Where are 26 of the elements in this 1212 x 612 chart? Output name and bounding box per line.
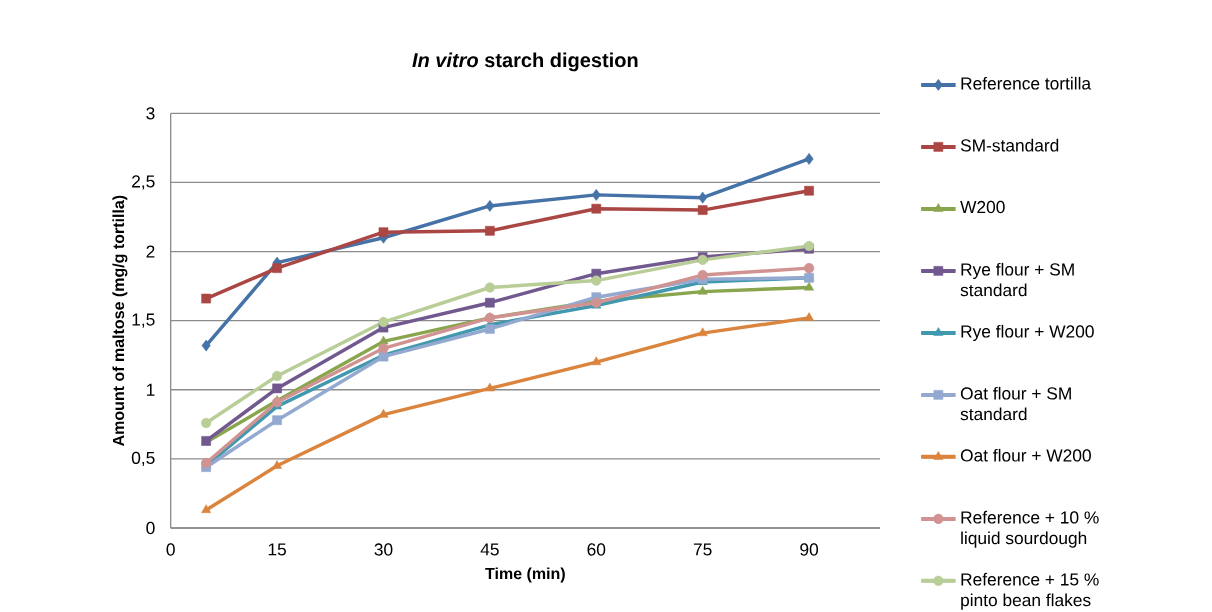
legend-label: Reference + 10 % liquid sourdough bbox=[961, 510, 1099, 548]
y-tick-label: 2,5 bbox=[132, 175, 155, 190]
y-tick-label: 2 bbox=[146, 245, 155, 258]
y-tick-label: 1 bbox=[146, 383, 155, 396]
y-axis-title: Amount of maltose (mg/g tortilla) bbox=[112, 195, 128, 447]
y-tick-label: 0,5 bbox=[131, 451, 155, 467]
y-tick-label: 3 bbox=[146, 107, 155, 120]
y-tick-label: 1,5 bbox=[132, 313, 155, 328]
x-tick-label: 75 bbox=[693, 543, 712, 556]
x-axis-title: Time (min) bbox=[485, 567, 565, 583]
x-tick-label: 45 bbox=[480, 543, 499, 556]
x-tick-label: 60 bbox=[587, 543, 606, 556]
y-tick-label: 0 bbox=[146, 521, 155, 535]
x-tick-label: 30 bbox=[374, 543, 393, 556]
x-tick-label: 0 bbox=[166, 543, 175, 556]
x-tick-label: 15 bbox=[268, 543, 286, 556]
legend-label: Reference tortilla bbox=[961, 76, 1092, 90]
chart-title: In vitro starch digestion bbox=[412, 52, 638, 72]
legend-label: W200 bbox=[960, 200, 1005, 214]
legend-label: Rye flour + W200 bbox=[961, 324, 1094, 342]
legend-label: SM-standard bbox=[960, 138, 1059, 152]
legend-label: Rye flour + SM standard bbox=[960, 262, 1074, 297]
x-tick-label: 90 bbox=[800, 543, 819, 556]
legend-label: Reference + 15 % pinto bean flakes bbox=[961, 572, 1099, 610]
legend-label: Oat flour + SM standard bbox=[960, 386, 1071, 421]
legend-label: Oat flour + W200 bbox=[960, 448, 1091, 462]
